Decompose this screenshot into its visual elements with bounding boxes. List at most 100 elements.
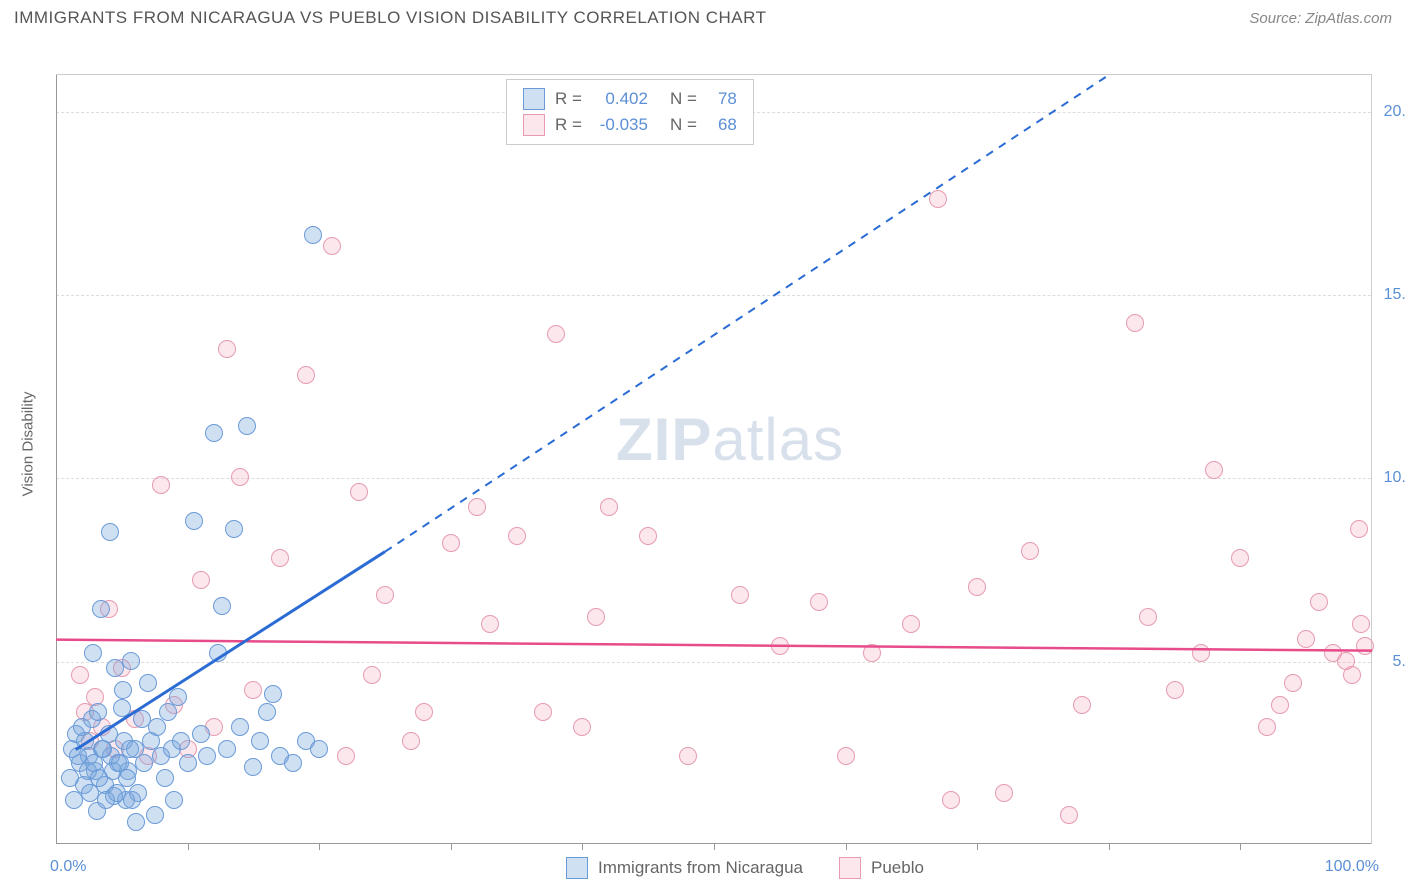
series2-point: [376, 586, 394, 604]
series1-point: [238, 417, 256, 435]
series2-point: [600, 498, 618, 516]
legend-label: Immigrants from Nicaragua: [598, 858, 803, 878]
series1-point: [179, 754, 197, 772]
series2-point: [1271, 696, 1289, 714]
series1-point: [172, 732, 190, 750]
series2-point: [1350, 520, 1368, 538]
series1-point: [169, 688, 187, 706]
series1-point: [94, 740, 112, 758]
legend-item: Immigrants from Nicaragua: [566, 857, 803, 879]
series1-point: [122, 652, 140, 670]
legend-item: Pueblo: [839, 857, 924, 879]
series1-point: [225, 520, 243, 538]
stat-r-value: 0.402: [592, 89, 648, 109]
x-tick: [977, 844, 978, 850]
stats-row: R =0.402N =78: [523, 86, 737, 112]
series2-point: [1310, 593, 1328, 611]
series2-point: [573, 718, 591, 736]
series2-point: [902, 615, 920, 633]
series2-point: [481, 615, 499, 633]
plot-area: 5.0%10.0%15.0%20.0%0.0%100.0%ZIPatlasR =…: [56, 74, 1372, 844]
series2-point: [350, 483, 368, 501]
y-axis-line: [56, 75, 57, 844]
series2-point: [587, 608, 605, 626]
series2-point: [771, 637, 789, 655]
series2-point: [297, 366, 315, 384]
series1-point: [123, 791, 141, 809]
series1-point: [84, 644, 102, 662]
x-max-label: 100.0%: [1325, 858, 1379, 876]
series2-point: [810, 593, 828, 611]
series1-point: [114, 681, 132, 699]
series2-point: [1060, 806, 1078, 824]
series2-point: [1258, 718, 1276, 736]
y-tick-label: 10.0%: [1384, 469, 1406, 487]
series1-point: [135, 754, 153, 772]
series2-point: [1166, 681, 1184, 699]
gridline: [56, 478, 1371, 479]
series1-point: [304, 226, 322, 244]
series2-point: [363, 666, 381, 684]
series1-point: [127, 813, 145, 831]
stat-n-label: N =: [670, 89, 697, 109]
series2-point: [1356, 637, 1374, 655]
series1-point: [165, 791, 183, 809]
series2-point: [323, 237, 341, 255]
series2-point: [337, 747, 355, 765]
y-tick-label: 20.0%: [1384, 103, 1406, 121]
bottom-legend: Immigrants from Nicaragua Pueblo: [566, 857, 924, 879]
series2-point: [1021, 542, 1039, 560]
stat-r-value: -0.035: [592, 115, 648, 135]
x-tick: [451, 844, 452, 850]
series2-point: [244, 681, 262, 699]
gridline: [56, 295, 1371, 296]
series2-point: [863, 644, 881, 662]
series2-point: [995, 784, 1013, 802]
series2-point: [231, 468, 249, 486]
stat-n-label: N =: [670, 115, 697, 135]
y-axis-label: Vision Disability: [20, 392, 37, 497]
series2-point: [1352, 615, 1370, 633]
series2-point: [679, 747, 697, 765]
series1-point: [251, 732, 269, 750]
series1-point: [284, 754, 302, 772]
series2-point: [1343, 666, 1361, 684]
series2-point: [218, 340, 236, 358]
series2-point: [1073, 696, 1091, 714]
series1-point: [310, 740, 328, 758]
series1-point: [218, 740, 236, 758]
series2-point: [731, 586, 749, 604]
stats-box: R =0.402N =78R =-0.035N =68: [506, 79, 754, 145]
series1-point: [198, 747, 216, 765]
stat-r-label: R =: [555, 89, 582, 109]
series2-point: [968, 578, 986, 596]
series2-point: [415, 703, 433, 721]
series2-point: [468, 498, 486, 516]
series2-point: [534, 703, 552, 721]
x-tick: [1240, 844, 1241, 850]
x-tick: [714, 844, 715, 850]
x-tick: [582, 844, 583, 850]
series2-point: [1192, 644, 1210, 662]
x-tick: [846, 844, 847, 850]
series2-point: [547, 325, 565, 343]
legend-label: Pueblo: [871, 858, 924, 878]
series2-point: [1284, 674, 1302, 692]
series2-point: [271, 549, 289, 567]
stats-swatch: [523, 114, 545, 136]
legend-swatch: [839, 857, 861, 879]
series1-point: [113, 699, 131, 717]
series1-point: [258, 703, 276, 721]
series2-point: [1231, 549, 1249, 567]
series1-point: [118, 769, 136, 787]
series2-point: [402, 732, 420, 750]
trend-lines: [56, 75, 1372, 845]
chart-header: IMMIGRANTS FROM NICARAGUA VS PUEBLO VISI…: [0, 0, 1406, 34]
y-tick-label: 5.0%: [1393, 653, 1406, 671]
series2-point: [442, 534, 460, 552]
series2-point: [1139, 608, 1157, 626]
series2-point: [1297, 630, 1315, 648]
chart-title: IMMIGRANTS FROM NICARAGUA VS PUEBLO VISI…: [14, 8, 766, 28]
series1-point: [209, 644, 227, 662]
series2-point: [508, 527, 526, 545]
